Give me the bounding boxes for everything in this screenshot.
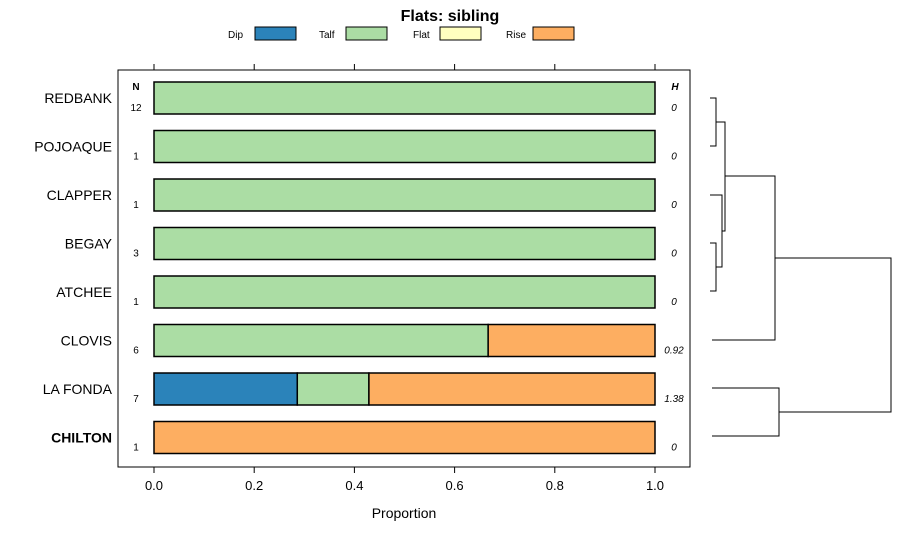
legend-label: Flat (413, 30, 430, 41)
n-header: N (132, 82, 139, 93)
legend-swatch (532, 26, 575, 41)
x-axis: 0.0 0.2 0.4 0.6 0.8 1.0 (145, 64, 664, 493)
dendrogram-branch (710, 242, 717, 292)
bar-segment (368, 372, 656, 406)
dendrogram-branch (712, 175, 776, 341)
legend-swatch (254, 26, 297, 41)
legend-label: Talf (319, 30, 335, 41)
n-value: 3 (133, 249, 139, 260)
h-value: 0 (671, 249, 677, 260)
bar-segment (153, 226, 656, 261)
plot-frame (117, 69, 691, 468)
row-label: BEGAY (65, 236, 113, 252)
dendrogram-branch (712, 387, 780, 437)
n-value: 1 (133, 200, 139, 211)
chart-title: Flats: sibling (401, 8, 500, 25)
h-value: 0 (671, 152, 677, 163)
n-value: 12 (130, 103, 142, 114)
bar-segment (296, 372, 370, 406)
bar-segment (153, 275, 656, 309)
n-value: 1 (133, 297, 139, 308)
row-label: CLOVIS (61, 333, 112, 349)
n-value: 1 (133, 443, 139, 454)
h-value: 0 (671, 103, 677, 114)
bar-segment (153, 420, 656, 455)
x-tick-label: 0.8 (546, 478, 564, 493)
row-label: LA FONDA (43, 381, 113, 397)
bar-segment (153, 81, 656, 115)
x-tick-label: 0.0 (145, 478, 163, 493)
dendrogram (710, 97, 892, 437)
legend-swatch (439, 26, 482, 41)
bars-group (153, 81, 656, 455)
h-header: H (671, 82, 679, 93)
legend-swatch (345, 26, 388, 41)
x-tick-label: 1.0 (646, 478, 664, 493)
h-value: 1.38 (664, 394, 684, 405)
row-label: REDBANK (44, 90, 112, 106)
h-value: 0 (671, 443, 677, 454)
legend-label: Rise (506, 30, 526, 41)
row-label: POJOAQUE (34, 139, 112, 155)
n-value: 6 (133, 346, 139, 357)
dendrogram-branch (716, 121, 726, 232)
x-tick-label: 0.2 (245, 478, 263, 493)
x-tick-label: 0.6 (446, 478, 464, 493)
bar-segment (487, 323, 656, 358)
n-labels-group: 12 1 1 3 1 6 7 1 (130, 103, 142, 454)
legend-label: Dip (228, 30, 243, 41)
n-value: 1 (133, 152, 139, 163)
row-labels-group: REDBANK POJOAQUE CLAPPER BEGAY ATCHEE CLOVIS L… (34, 90, 112, 446)
x-tick-label: 0.4 (345, 478, 363, 493)
h-value: 0 (671, 297, 677, 308)
bar-segment (153, 372, 299, 406)
x-axis-title: Proportion (372, 505, 437, 521)
bar-segment (153, 129, 656, 164)
n-value: 7 (133, 394, 139, 405)
dendrogram-branch (775, 257, 892, 413)
bar-segment (153, 178, 656, 212)
legend: Dip Talf Flat Rise (228, 26, 575, 41)
h-value: 0.92 (664, 346, 684, 357)
dendrogram-branch (710, 97, 717, 147)
row-label: CHILTON (51, 430, 112, 446)
bar-segment (153, 323, 489, 358)
h-value: 0 (671, 200, 677, 211)
h-labels-group: 0 0 0 0 0 0.92 1.38 0 (664, 103, 684, 454)
row-label: ATCHEE (56, 284, 112, 300)
row-label: CLAPPER (47, 187, 112, 203)
